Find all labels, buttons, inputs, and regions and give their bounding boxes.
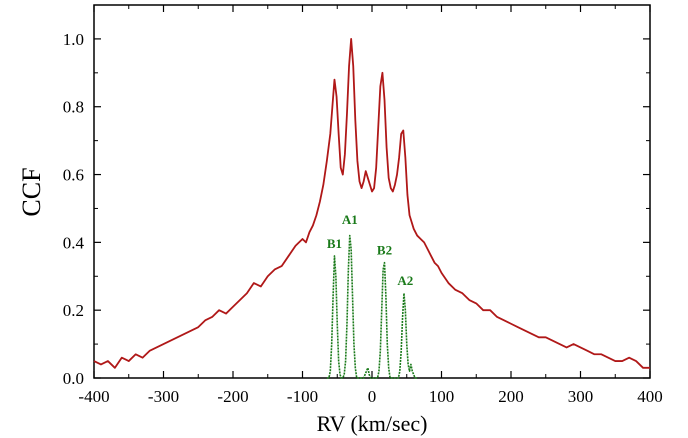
peak-label-a2: A2 [397,273,413,288]
y-tick-label: 0.6 [63,166,84,185]
series-line-combined [93,38,650,369]
x-tick-label: -400 [78,387,109,406]
x-tick-label: -300 [148,387,179,406]
series-layer [93,38,650,379]
x-tick-label: 0 [368,387,377,406]
x-tick-label: 200 [498,387,524,406]
y-tick-label: 1.0 [63,30,84,49]
series-line-components [326,234,418,379]
peak-label-b1: B1 [327,236,342,251]
peak-label-a1: A1 [342,212,358,227]
x-axis-label: RV (km/sec) [317,411,428,436]
x-tick-label: -200 [217,387,248,406]
ticks-layer: -400 -300 -200 -100 0 100 200 300 400 0.0 0.2 0.4 0.… [63,4,663,406]
x-tick-label: 100 [429,387,455,406]
x-tick-label: 400 [637,387,663,406]
y-tick-label: 0.0 [63,369,84,388]
y-tick-label: 0.4 [63,233,85,252]
y-tick-label: 0.2 [63,301,84,320]
y-tick-label: 0.8 [63,98,84,117]
y-axis-label: CCF [17,167,46,216]
x-tick-label: -100 [287,387,318,406]
x-tick-label: 300 [568,387,594,406]
peak-label-b2: B2 [377,243,392,258]
